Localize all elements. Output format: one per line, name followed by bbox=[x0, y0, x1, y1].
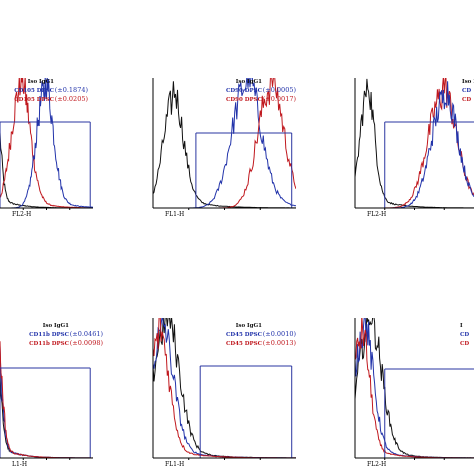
legend-label: Iso IgG1 bbox=[236, 323, 262, 329]
series-group bbox=[355, 78, 474, 208]
histogram-panel-6: FL2-H I CD CD bbox=[354, 318, 474, 468]
histogram-panel-5: FL1-H Iso IgG1(±0.0010)CD45 DPSC(±0.0013)… bbox=[152, 318, 296, 468]
series-line-red bbox=[0, 341, 93, 458]
series-line-blue bbox=[355, 81, 474, 208]
legend-label: CD105 DPSC bbox=[14, 88, 54, 94]
histogram-panel-2: FL1-H Iso IgG1(±0.0005)CD90 DPSC(±0.0017)… bbox=[152, 78, 296, 218]
legend: Iso IgG1(±0.0005)CD90 DPSC(±0.0017)CD90 … bbox=[226, 79, 296, 103]
legend-label: Iso IgG1 bbox=[28, 79, 54, 85]
series-line-blue bbox=[153, 78, 296, 208]
series-line-red bbox=[355, 318, 474, 458]
legend: Iso IgG1(±0.1874)CD105 DPSC(±0.0205)CD10… bbox=[14, 79, 88, 103]
histogram-panel-4: L1-H Iso IgG1(±0.0461)CD11b DPSC(±0.0098)… bbox=[0, 323, 103, 468]
legend-value: (±0.0013) bbox=[263, 339, 297, 347]
legend: Iso IgG1(±0.0461)CD11b DPSC(±0.0098)CD11… bbox=[29, 323, 103, 347]
legend-label: CD90 DPSC bbox=[226, 97, 263, 103]
series-line-blue bbox=[0, 345, 93, 458]
legend-label: CD45 DPSC bbox=[226, 332, 263, 338]
series-group bbox=[355, 318, 474, 458]
x-axis-label: L1-H bbox=[12, 461, 27, 468]
x-axis-label: FL2-H bbox=[367, 461, 386, 468]
legend-label: Iso IgG1 bbox=[462, 79, 474, 85]
legend-label: Iso IgG1 bbox=[43, 323, 69, 329]
histogram-panel-3: FL2-H Iso IgG1 CD CD bbox=[354, 78, 474, 218]
legend-value: (±0.0098) bbox=[70, 339, 104, 347]
series-group bbox=[0, 341, 93, 458]
series-line-iso bbox=[355, 318, 474, 458]
x-axis-label: FL2-H bbox=[12, 211, 31, 218]
series-line-blue bbox=[355, 318, 474, 458]
legend: I CD CD bbox=[460, 323, 469, 347]
series-line-iso bbox=[0, 132, 93, 208]
legend-value: (±0.0017) bbox=[263, 95, 297, 103]
series-line-red bbox=[355, 78, 474, 208]
histogram-panel-1: FL2-H Iso IgG1(±0.1874)CD105 DPSC(±0.0205… bbox=[0, 78, 93, 218]
legend-value: (±0.0205) bbox=[55, 95, 89, 103]
series-line-iso bbox=[0, 368, 93, 458]
legend-label: CD bbox=[462, 88, 471, 94]
legend: Iso IgG1(±0.0010)CD45 DPSC(±0.0013)CD45 … bbox=[226, 323, 296, 347]
legend-label: CD bbox=[460, 332, 469, 338]
legend-label: CD90 DPSC bbox=[226, 88, 263, 94]
legend: Iso IgG1 CD CD bbox=[462, 79, 474, 103]
legend-label: CD bbox=[460, 341, 469, 347]
legend-label: I bbox=[460, 323, 463, 329]
legend-label: CD bbox=[462, 97, 471, 103]
legend-value: (±0.0005) bbox=[263, 86, 297, 94]
legend-label: CD11b DPSC bbox=[29, 341, 69, 347]
legend-label: CD45 DPSC bbox=[226, 341, 263, 347]
x-axis-label: FL1-H bbox=[165, 461, 184, 468]
legend-label: CD105 DPSC bbox=[14, 97, 54, 103]
legend-value: (±0.0461) bbox=[70, 330, 104, 338]
x-axis-label: FL1-H bbox=[165, 211, 184, 218]
x-axis-label: FL2-H bbox=[367, 211, 386, 218]
legend-label: CD11b DPSC bbox=[29, 332, 69, 338]
legend-value: (±0.0010) bbox=[263, 330, 297, 338]
legend-value: (±0.1874) bbox=[55, 86, 89, 94]
legend-label: Iso IgG1 bbox=[236, 79, 262, 85]
